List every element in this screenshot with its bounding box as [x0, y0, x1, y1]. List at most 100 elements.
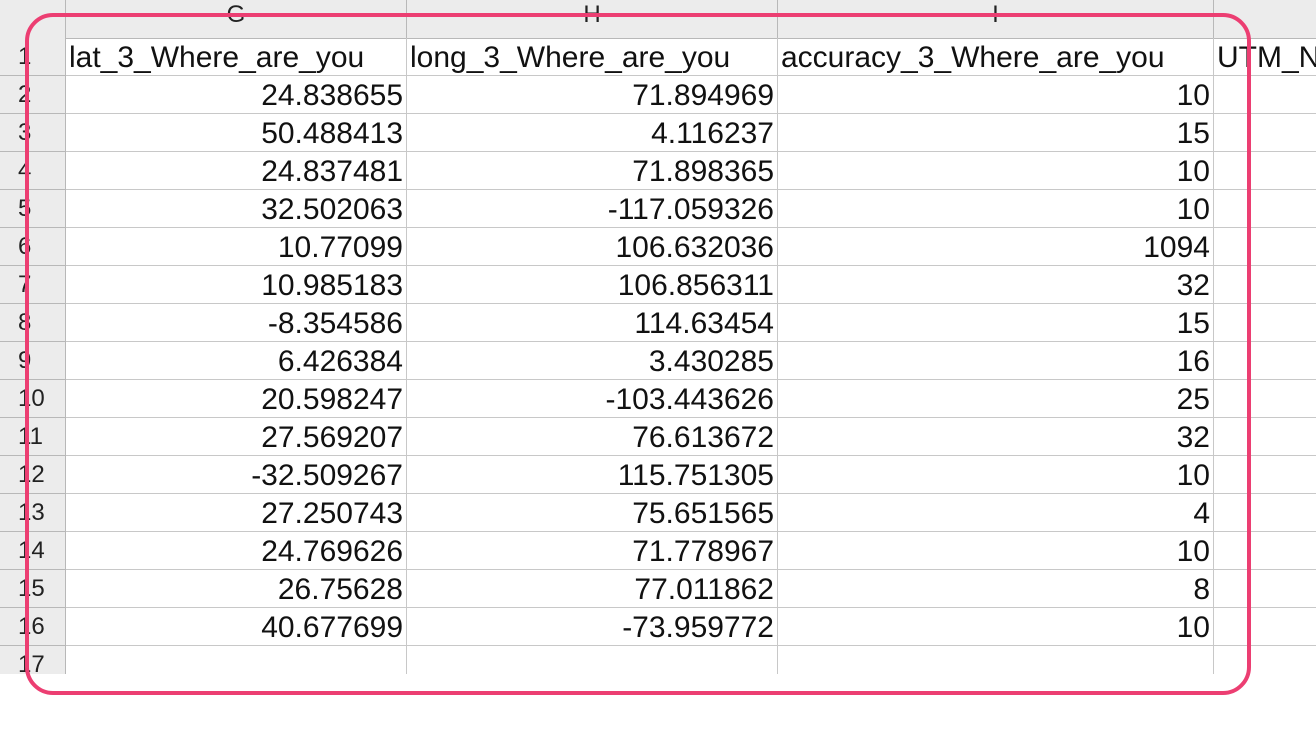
table-cell-long[interactable]: 75.651565	[407, 494, 778, 532]
spreadsheet-grid: G H I 1 lat_3_Where_are_you long_3_Where_a…	[0, 0, 1316, 674]
row-header[interactable]: 9	[0, 342, 66, 380]
table-cell-long[interactable]	[407, 646, 778, 674]
row-header[interactable]: 14	[0, 532, 66, 570]
row-header[interactable]: 1	[0, 38, 66, 76]
column-header-row: G H I	[0, 0, 1316, 39]
table-cell-long[interactable]: 77.011862	[407, 570, 778, 608]
table-row: 12 -32.509267 115.751305 10	[0, 456, 1316, 494]
table-cell-lat[interactable]: 27.569207	[66, 418, 407, 456]
table-row: 5 32.502063 -117.059326 10	[0, 190, 1316, 228]
table-cell-lat[interactable]	[66, 646, 407, 674]
table-cell-lat[interactable]: 24.837481	[66, 152, 407, 190]
table-cell-accuracy[interactable]: 15	[778, 114, 1214, 152]
table-cell-empty[interactable]	[1214, 266, 1316, 304]
table-cell-lat[interactable]: 27.250743	[66, 494, 407, 532]
table-cell-accuracy[interactable]: 32	[778, 266, 1214, 304]
row-header[interactable]: 13	[0, 494, 66, 532]
column-header-g[interactable]: G	[66, 0, 407, 38]
table-row: 9 6.426384 3.430285 16	[0, 342, 1316, 380]
table-cell-long[interactable]: 3.430285	[407, 342, 778, 380]
row-header[interactable]: 16	[0, 608, 66, 646]
table-cell-empty[interactable]	[1214, 646, 1316, 674]
table-cell-empty[interactable]	[1214, 190, 1316, 228]
table-cell-lat[interactable]: 40.677699	[66, 608, 407, 646]
row-header[interactable]: 15	[0, 570, 66, 608]
table-cell-lat[interactable]: 10.77099	[66, 228, 407, 266]
table-cell-long[interactable]: 106.856311	[407, 266, 778, 304]
table-cell-long[interactable]: -73.959772	[407, 608, 778, 646]
table-cell-accuracy[interactable]: 10	[778, 456, 1214, 494]
row-header[interactable]: 5	[0, 190, 66, 228]
table-cell-lat[interactable]: 26.75628	[66, 570, 407, 608]
row-header[interactable]: 10	[0, 380, 66, 418]
table-cell-header[interactable]: lat_3_Where_are_you	[66, 38, 407, 76]
table-row: 15 26.75628 77.011862 8	[0, 570, 1316, 608]
table-cell-accuracy[interactable]: 25	[778, 380, 1214, 418]
table-cell-empty[interactable]	[1214, 532, 1316, 570]
table-cell-lat[interactable]: 6.426384	[66, 342, 407, 380]
table-cell-accuracy[interactable]	[778, 646, 1214, 674]
row-header[interactable]: 2	[0, 76, 66, 114]
table-cell-empty[interactable]	[1214, 418, 1316, 456]
table-cell-lat[interactable]: 20.598247	[66, 380, 407, 418]
table-cell-accuracy[interactable]: 1094	[778, 228, 1214, 266]
table-cell-accuracy[interactable]: 10	[778, 532, 1214, 570]
table-cell-header[interactable]: accuracy_3_Where_are_you	[778, 38, 1214, 76]
table-cell-empty[interactable]	[1214, 380, 1316, 418]
table-cell-accuracy[interactable]: 16	[778, 342, 1214, 380]
table-cell-long[interactable]: 71.898365	[407, 152, 778, 190]
table-cell-header[interactable]: long_3_Where_are_you	[407, 38, 778, 76]
table-cell-long[interactable]: 106.632036	[407, 228, 778, 266]
table-cell-lat[interactable]: 32.502063	[66, 190, 407, 228]
table-cell-empty[interactable]	[1214, 570, 1316, 608]
table-cell-accuracy[interactable]: 10	[778, 76, 1214, 114]
table-row: 16 40.677699 -73.959772 10	[0, 608, 1316, 646]
table-cell-long[interactable]: 114.63454	[407, 304, 778, 342]
table-cell-long[interactable]: 71.778967	[407, 532, 778, 570]
table-cell-empty[interactable]	[1214, 152, 1316, 190]
table-cell-long[interactable]: 115.751305	[407, 456, 778, 494]
table-cell-header[interactable]: UTM_N	[1214, 38, 1316, 76]
table-row: 2 24.838655 71.894969 10	[0, 76, 1316, 114]
row-header[interactable]: 3	[0, 114, 66, 152]
row-header[interactable]: 6	[0, 228, 66, 266]
table-cell-empty[interactable]	[1214, 608, 1316, 646]
table-cell-empty[interactable]	[1214, 494, 1316, 532]
table-cell-long[interactable]: -117.059326	[407, 190, 778, 228]
table-cell-lat[interactable]: 10.985183	[66, 266, 407, 304]
table-cell-lat[interactable]: 24.769626	[66, 532, 407, 570]
row-header[interactable]: 7	[0, 266, 66, 304]
row-header[interactable]: 11	[0, 418, 66, 456]
table-cell-empty[interactable]	[1214, 76, 1316, 114]
table-cell-empty[interactable]	[1214, 304, 1316, 342]
table-cell-long[interactable]: 71.894969	[407, 76, 778, 114]
table-cell-empty[interactable]	[1214, 456, 1316, 494]
table-cell-accuracy[interactable]: 10	[778, 608, 1214, 646]
column-header-i[interactable]: I	[778, 0, 1214, 38]
table-row: 4 24.837481 71.898365 10	[0, 152, 1316, 190]
table-cell-lat[interactable]: -8.354586	[66, 304, 407, 342]
table-cell-lat[interactable]: -32.509267	[66, 456, 407, 494]
table-cell-lat[interactable]: 50.488413	[66, 114, 407, 152]
row-header[interactable]: 4	[0, 152, 66, 190]
table-cell-long[interactable]: -103.443626	[407, 380, 778, 418]
row-header[interactable]: 17	[0, 646, 66, 674]
table-row: 10 20.598247 -103.443626 25	[0, 380, 1316, 418]
table-cell-accuracy[interactable]: 10	[778, 152, 1214, 190]
table-cell-accuracy[interactable]: 15	[778, 304, 1214, 342]
table-cell-long[interactable]: 4.116237	[407, 114, 778, 152]
table-cell-empty[interactable]	[1214, 342, 1316, 380]
column-header-h[interactable]: H	[407, 0, 778, 38]
row-header[interactable]: 12	[0, 456, 66, 494]
select-all-corner[interactable]	[0, 0, 66, 38]
table-cell-long[interactable]: 76.613672	[407, 418, 778, 456]
table-cell-accuracy[interactable]: 4	[778, 494, 1214, 532]
column-header-j[interactable]	[1214, 0, 1316, 38]
table-cell-empty[interactable]	[1214, 114, 1316, 152]
table-cell-accuracy[interactable]: 10	[778, 190, 1214, 228]
table-cell-empty[interactable]	[1214, 228, 1316, 266]
row-header[interactable]: 8	[0, 304, 66, 342]
table-cell-accuracy[interactable]: 8	[778, 570, 1214, 608]
table-cell-accuracy[interactable]: 32	[778, 418, 1214, 456]
table-cell-lat[interactable]: 24.838655	[66, 76, 407, 114]
